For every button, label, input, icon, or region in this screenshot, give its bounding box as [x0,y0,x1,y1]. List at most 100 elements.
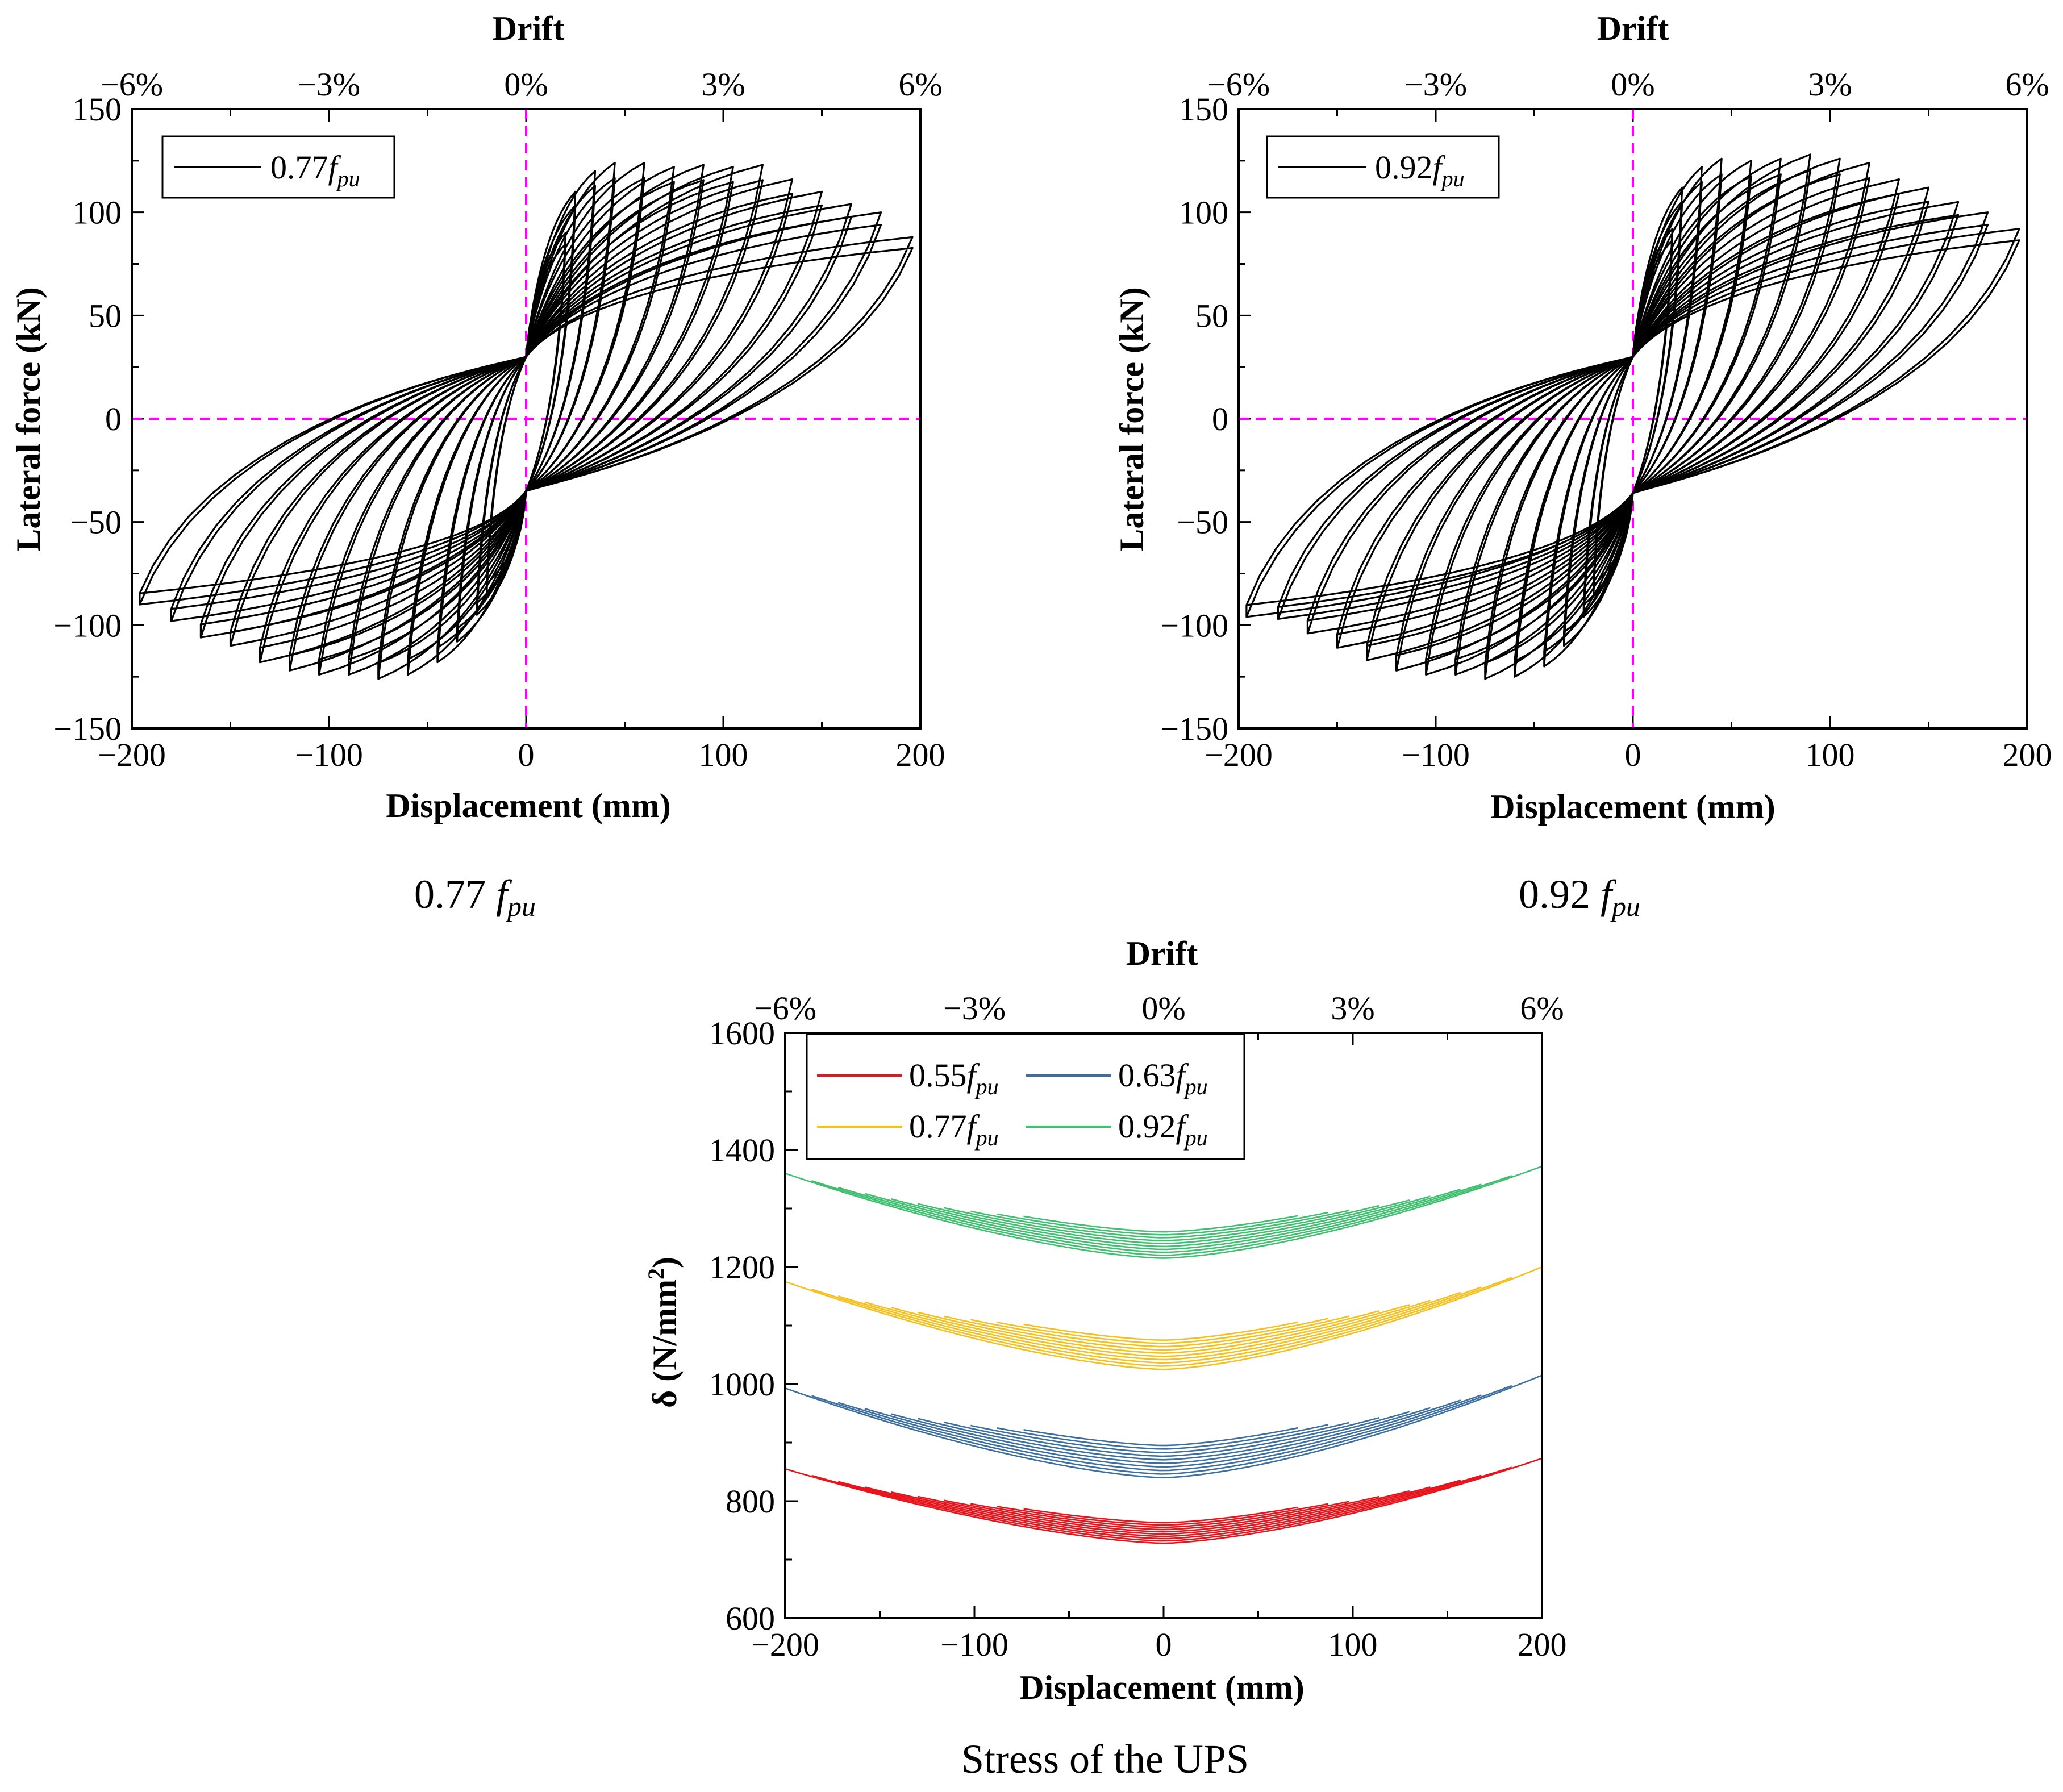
y-axis-title-c: δ (N/mm2) [643,1257,684,1408]
stress-curve-077fpu-2 [837,1286,1482,1364]
hysteresis-loop-a-8 [289,164,764,672]
legend-a: 0.77fpu [161,135,395,199]
caption-a: 0.77 fpu [414,872,536,922]
stress-curve-092fpu-7 [970,1210,1349,1239]
y-tick-label-a: 100 [72,194,122,231]
x-tick-label-a: 100 [699,736,748,773]
stress-curve-063fpu-9 [1023,1427,1298,1447]
drift-tick-label-a: 6% [898,66,942,103]
drift-tick-label-c: −6% [754,990,816,1027]
stress-curve-063fpu-4 [891,1407,1431,1464]
y-tick-label-b: 150 [1179,91,1228,128]
plot-area-b: −200 −100 0 100 200 −150 −100 −50 0 50 100 150−6% −3… [1160,66,2052,773]
drift-tick-label-c: −3% [943,990,1006,1027]
plot-frame-top-a [131,108,922,730]
stress-curve-092fpu-0 [785,1165,1543,1259]
hysteresis-loop-a-12 [170,211,882,622]
legend-label-b: 0.92fpu [1375,149,1465,191]
caption-c: Stress of the UPS [961,1736,1249,1782]
stress-curve-092fpu-6 [944,1205,1379,1241]
stress-curve-077fpu-0 [785,1266,1543,1370]
y-tick-label-a: 50 [89,297,122,334]
stress-curve-092fpu-8 [997,1211,1328,1236]
stress-curve-077fpu-4 [891,1299,1431,1357]
drift-tick-label-b: 0% [1611,66,1654,103]
stress-curve-077fpu-3 [864,1291,1461,1361]
y-tick-label-a: 0 [105,401,122,437]
drift-axis-title-c: Drift [1126,935,1198,972]
panel-hysteresis-077: −200 −100 0 100 200 −150 −100 −50 0 50 100 150−6% −3… [10,10,945,922]
y-tick-label-b: −50 [1177,504,1228,541]
stress-curve-055fpu-5 [917,1490,1410,1533]
hysteresis-loop-b-6 [1454,153,1811,676]
stress-curve-063fpu-7 [970,1422,1349,1453]
stress-curve-077fpu-7 [970,1315,1349,1348]
stress-curve-063fpu-3 [864,1399,1461,1468]
drift-axis-title-b: Drift [1597,10,1669,47]
stress-curve-055fpu-9 [1023,1506,1298,1524]
y-tick-label-a: 150 [72,91,122,128]
y-tick-label-b: 0 [1212,401,1228,437]
stress-curve-063fpu-5 [917,1411,1410,1461]
hysteresis-loop-a-5 [377,166,675,680]
hysteresis-loop-b-7 [1425,157,1841,676]
drift-tick-label-a: 0% [504,66,548,103]
x-tick-label-c: 100 [1328,1626,1378,1663]
drift-tick-label-b: 6% [2005,66,2049,103]
y-tick-label-c: 800 [726,1483,775,1520]
x-tick-label-b: 200 [2003,736,2052,773]
hysteresis-loop-a-9 [259,178,794,664]
panel-ups-stress: −200 −100 0 100 200 600 800 1000 1200 1400 1600−6%… [643,935,1567,1782]
hysteresis-loop-b-9 [1366,178,1900,661]
y-tick-label-b: −150 [1160,710,1228,747]
hysteresis-loop-a-13 [139,236,914,606]
drift-tick-label-a: 3% [701,66,745,103]
x-tick-label-a: 0 [518,736,535,773]
legend-label-a: 0.77fpu [270,149,360,191]
hysteresis-loop-a-11 [199,203,853,639]
x-axis-title-a: Displacement (mm) [386,787,671,824]
plot-frame-top-b [1237,108,2028,730]
plot-area-c: −200 −100 0 100 200 600 800 1000 1200 1400 1600−6%… [709,990,1567,1663]
stress-curve-092fpu-4 [891,1195,1431,1248]
stress-curve-092fpu-9 [1023,1215,1298,1233]
drift-tick-label-c: 6% [1520,990,1564,1027]
drift-axis-title-a: Drift [493,10,565,47]
x-tick-label-a: −200 [98,736,166,773]
drift-tick-label-a: −3% [298,66,360,103]
hysteresis-loop-b-5 [1484,157,1782,680]
stress-curve-092fpu-1 [811,1175,1512,1256]
x-tick-label-a: −100 [295,736,363,773]
legend-c: 0.55fpu 0.63fpu 0.77fpu 0.92fpu [806,1033,1245,1160]
x-tick-label-b: −100 [1402,736,1470,773]
legend-label-092: 0.92fpu [1118,1108,1208,1151]
stress-curve-055fpu-0 [785,1457,1543,1544]
hysteresis-loop-b-10 [1336,186,1930,649]
stress-curve-055fpu-8 [997,1503,1328,1526]
legend-b: 0.92fpu [1266,135,1500,199]
drift-tick-label-a: −6% [101,66,163,103]
hysteresis-loop-a-6 [348,164,705,676]
legend-box-c [806,1033,1245,1160]
stress-curve-055fpu-4 [891,1486,1431,1535]
hysteresis-loop-b-11 [1306,201,1960,635]
x-axis-title-c: Displacement (mm) [1019,1669,1305,1706]
stress-curve-063fpu-2 [837,1394,1482,1472]
panel-hysteresis-092: −200 −100 0 100 200 −150 −100 −50 0 50 100 150−6% −3… [1113,10,2052,922]
legend-label-055: 0.55fpu [909,1057,999,1099]
stress-curve-055fpu-3 [864,1480,1461,1537]
y-axis-title-b: Lateral force (kN) [1113,287,1151,551]
x-tick-label-c: −200 [751,1626,819,1663]
hysteresis-loop-a-7 [318,166,734,676]
stress-curve-077fpu-1 [811,1277,1512,1367]
stress-curve-063fpu-6 [944,1416,1379,1457]
caption-b: 0.92 fpu [1519,872,1640,922]
stress-curve-055fpu-6 [944,1495,1379,1531]
stress-curve-092fpu-2 [837,1183,1482,1253]
y-axis-title-a: Lateral force (kN) [10,287,47,551]
stress-curve-092fpu-5 [917,1199,1410,1245]
stress-curve-077fpu-6 [944,1310,1379,1351]
y-tick-label-a: −50 [70,504,122,541]
x-tick-label-b: 100 [1806,736,1855,773]
